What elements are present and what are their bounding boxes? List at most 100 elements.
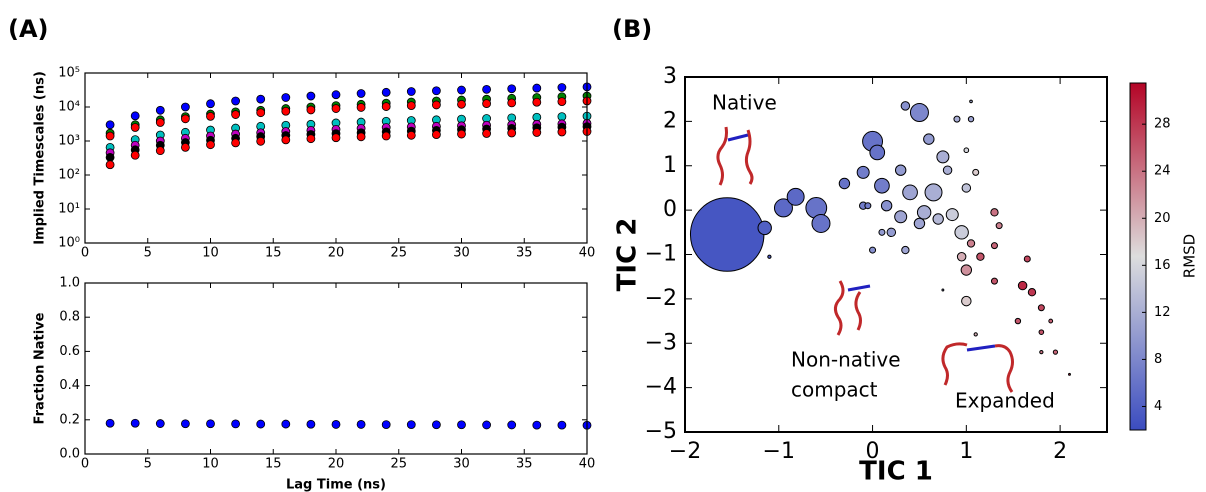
bubble <box>874 177 890 194</box>
protein-helix <box>833 280 845 336</box>
marker <box>507 98 517 108</box>
protein-helix <box>994 344 1014 393</box>
colorbar <box>1129 82 1147 431</box>
marker <box>180 142 190 152</box>
y-axis-label: TIC 2 <box>613 218 643 292</box>
marker <box>281 106 291 116</box>
bubble <box>941 288 945 292</box>
bubble <box>990 277 998 285</box>
bubble <box>811 213 831 233</box>
x-tick-label: 1 <box>959 439 973 464</box>
bubble <box>990 242 998 250</box>
marker <box>256 136 266 146</box>
y-tick-label: 3 <box>663 64 677 89</box>
marker <box>356 420 366 429</box>
bubble <box>956 251 967 262</box>
marker <box>281 419 291 429</box>
marker <box>557 97 567 107</box>
bubble <box>924 183 943 202</box>
y-tick-label: 1.0 <box>59 276 80 291</box>
marker <box>532 83 542 93</box>
marker <box>507 420 517 430</box>
marker <box>482 420 492 430</box>
bubble <box>864 202 872 210</box>
marker <box>180 102 190 112</box>
protein-helix <box>941 342 968 386</box>
protein-strand <box>727 133 749 142</box>
annotation: compact <box>791 378 878 402</box>
bubble <box>913 217 926 230</box>
bubble <box>869 144 886 161</box>
y-tick-label: 0.6 <box>59 344 80 359</box>
x-axis-label: TIC 1 <box>859 457 933 487</box>
panel-label: (A) <box>8 15 49 43</box>
marker <box>306 91 316 101</box>
bubble <box>767 254 772 259</box>
x-tick-label: 0 <box>866 439 880 464</box>
bubble <box>963 147 970 154</box>
panel-label: (B) <box>612 15 652 43</box>
marker <box>180 114 190 124</box>
axes-frame <box>84 282 588 455</box>
x-tick-label: 15 <box>265 457 282 472</box>
y-tick-label: 10¹ <box>58 202 80 217</box>
bubble <box>916 205 932 220</box>
annotation: Non-native <box>791 348 901 372</box>
bubble <box>773 198 793 218</box>
y-tick-label: −1 <box>645 242 677 267</box>
marker <box>356 132 366 142</box>
marker <box>130 150 140 160</box>
marker <box>306 134 316 144</box>
bubble <box>990 208 999 217</box>
protein-strand <box>966 344 996 352</box>
marker <box>356 89 366 98</box>
x-tick-label: 0 <box>81 246 89 261</box>
bubble <box>995 222 1003 230</box>
marker <box>482 84 492 94</box>
marker <box>281 135 291 145</box>
x-tick-label: 5 <box>144 457 152 472</box>
marker <box>155 419 165 428</box>
bubble <box>909 103 929 122</box>
marker <box>482 99 492 108</box>
marker <box>130 111 140 121</box>
marker <box>482 129 492 138</box>
x-axis-label: Lag Time (ns) <box>286 478 386 492</box>
marker <box>507 84 517 94</box>
marker <box>557 420 567 430</box>
marker <box>431 100 441 110</box>
bubble <box>902 184 918 201</box>
x-tick-label: −2 <box>669 439 701 464</box>
x-tick-label: 5 <box>144 246 152 261</box>
marker <box>431 130 441 140</box>
bubble <box>936 150 950 164</box>
protein-strand <box>847 284 871 292</box>
bubble <box>757 220 772 236</box>
marker <box>356 103 366 112</box>
marker <box>206 99 215 109</box>
marker <box>306 419 316 429</box>
bubble <box>886 227 897 238</box>
bubble <box>1023 255 1031 263</box>
marker <box>155 118 165 127</box>
marker <box>105 418 115 428</box>
marker <box>331 133 341 143</box>
y-tick-label: −2 <box>645 286 677 311</box>
marker <box>256 419 266 429</box>
bubble <box>942 165 953 175</box>
x-tick-label: 30 <box>453 457 470 472</box>
bubble <box>856 165 870 179</box>
bubble <box>923 133 935 145</box>
y-tick-label: 10⁵ <box>58 66 80 81</box>
protein-helix <box>744 129 754 185</box>
y-tick-label: 2 <box>663 108 677 133</box>
y-tick-label: −4 <box>645 375 677 400</box>
colorbar-tick-label: 12 <box>1154 305 1171 320</box>
bubble <box>901 245 910 255</box>
bubble <box>1014 317 1022 325</box>
bubble <box>894 164 907 176</box>
bubble <box>972 168 980 176</box>
marker <box>532 128 542 137</box>
colorbar-tick-label: 20 <box>1154 211 1171 226</box>
marker <box>306 105 316 115</box>
